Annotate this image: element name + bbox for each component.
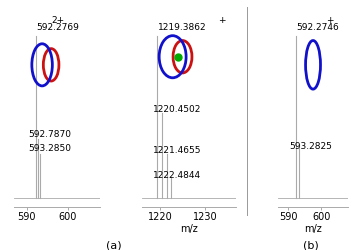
Text: (a): (a) (106, 240, 121, 250)
Text: 1220.4502: 1220.4502 (153, 105, 202, 114)
X-axis label: m/z: m/z (304, 223, 322, 233)
Text: 2+: 2+ (51, 16, 64, 25)
Text: 592.2746: 592.2746 (296, 23, 339, 32)
Text: 1222.4844: 1222.4844 (153, 171, 201, 180)
Text: 1221.4655: 1221.4655 (153, 145, 202, 154)
Text: (b): (b) (303, 240, 318, 250)
Text: 1219.3862: 1219.3862 (158, 23, 206, 32)
Text: 592.2769: 592.2769 (37, 23, 79, 32)
Text: 592.7870: 592.7870 (28, 130, 72, 138)
Text: 593.2825: 593.2825 (289, 142, 332, 151)
Text: +: + (326, 16, 334, 25)
Text: 593.2850: 593.2850 (28, 143, 72, 152)
Text: +: + (218, 16, 226, 25)
X-axis label: m/z: m/z (180, 223, 198, 233)
